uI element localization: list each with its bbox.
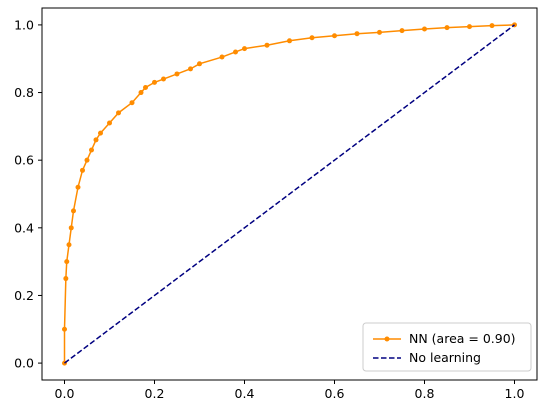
series-point-0 [68,225,74,231]
series-point-0 [197,61,202,67]
legend-marker-nn [384,336,390,342]
series-point-0 [399,28,405,34]
series-point-0 [75,184,81,190]
series-point-0 [219,54,225,60]
series-point-0 [489,23,495,29]
series-point-0 [66,242,72,248]
y-tick-label: 0.8 [14,85,34,100]
series-point-0 [152,79,157,85]
y-tick-label: 1.0 [14,17,34,32]
series-point-0 [80,167,85,173]
y-tick-label: 0.4 [14,220,34,235]
series-point-0 [242,46,247,52]
series-point-0 [174,71,180,77]
legend-label-nn: NN (area = 0.90) [409,331,516,346]
x-tick-label: 0.0 [55,386,75,401]
series-point-0 [64,259,70,265]
series-point-0 [354,31,360,37]
series-point-0 [63,276,69,282]
series-point-0 [377,29,382,35]
y-tick-label: 0.2 [14,288,34,303]
series-point-0 [233,49,238,55]
series-layer [62,22,517,366]
series-point-0 [287,38,292,44]
series-point-0 [264,42,270,48]
legend: NN (area = 0.90) No learning [362,322,532,372]
y-tick-label: 0.0 [14,356,34,371]
legend-label-no-learning: No learning [409,350,481,365]
legend-box [362,322,532,372]
series-point-0 [129,100,135,106]
series-point-0 [98,130,103,136]
x-tick-label: 0.4 [235,386,255,401]
series-line-0 [63,24,515,364]
series-point-0 [188,66,193,72]
y-axis: 0.0 0.2 0.4 0.6 0.8 1.0 [14,17,42,371]
series-point-0 [62,326,67,332]
series-point-0 [332,33,337,39]
series-line-1 [64,24,515,364]
series-point-0 [116,110,121,116]
series-point-0 [84,157,90,163]
series-point-0 [107,120,112,126]
series-point-0 [161,76,166,82]
series-point-0 [138,90,144,96]
series-point-0 [444,25,450,31]
series-point-0 [89,147,94,153]
y-tick-label: 0.6 [14,153,34,168]
series-point-0 [71,208,76,214]
series-point-0 [467,24,472,30]
series-point-0 [422,26,427,32]
series-point-0 [93,137,99,143]
x-tick-label: 0.6 [325,386,345,401]
series-point-0 [143,84,148,90]
x-tick-label: 0.8 [415,386,435,401]
x-tick-label: 1.0 [505,386,525,401]
x-axis: 0.0 0.2 0.4 0.6 0.8 1.0 [55,380,525,401]
x-tick-label: 0.2 [145,386,165,401]
series-point-0 [309,35,315,41]
